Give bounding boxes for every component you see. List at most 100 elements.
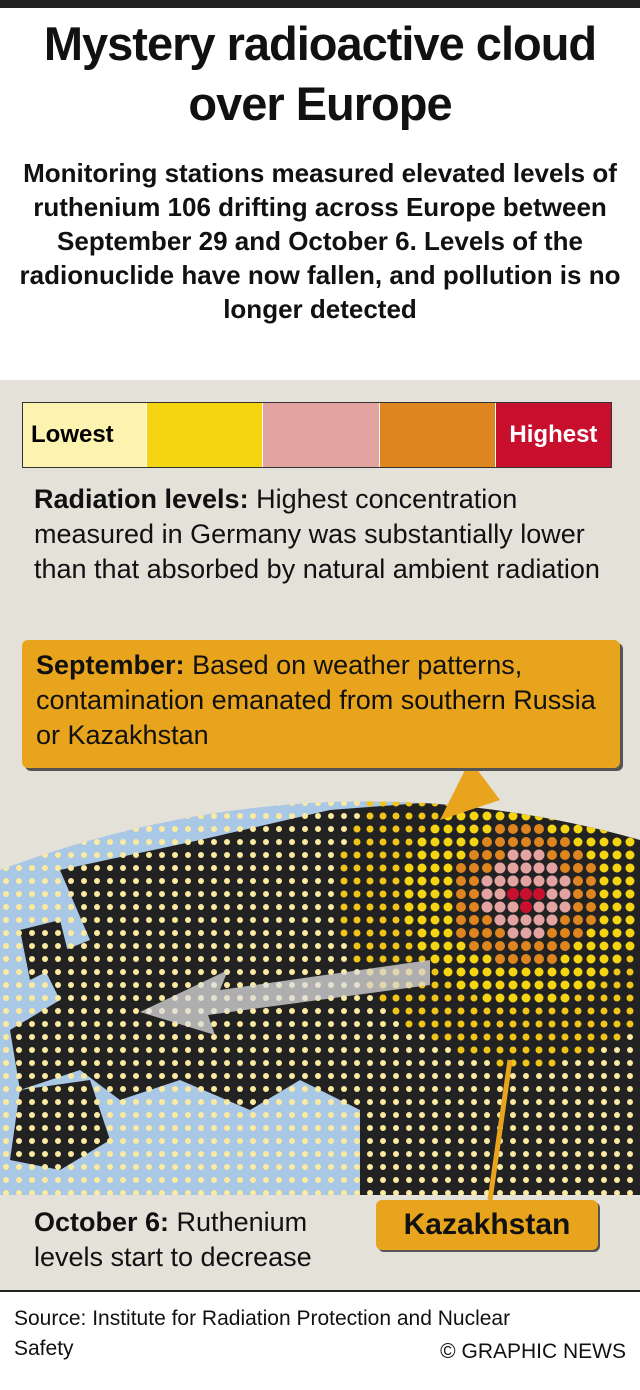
map-dot — [471, 1112, 477, 1118]
map-dot — [172, 930, 178, 936]
map-dot — [55, 1164, 61, 1170]
map-dot — [250, 878, 256, 884]
map-dot — [42, 1073, 48, 1079]
map-dot — [185, 930, 191, 936]
map-dot — [107, 1177, 113, 1183]
map-dot — [68, 865, 74, 871]
map-dot — [3, 943, 9, 949]
map-dot — [625, 915, 635, 925]
map-dot — [42, 852, 48, 858]
map-dot — [612, 824, 622, 834]
map-dot — [432, 1138, 438, 1144]
map-dot — [341, 956, 347, 962]
map-dot — [276, 1008, 282, 1014]
map-dot — [302, 1099, 308, 1105]
map-dot — [393, 1151, 399, 1157]
map-dot — [3, 1112, 9, 1118]
map-dot — [276, 865, 282, 871]
map-dot — [172, 891, 178, 897]
map-dot — [94, 1060, 100, 1066]
map-dot — [172, 904, 178, 910]
map-dot — [55, 982, 61, 988]
map-dot — [469, 980, 479, 990]
map-dot — [55, 904, 61, 910]
map-dot — [612, 915, 622, 925]
map-dot — [354, 1021, 360, 1027]
map-dot — [289, 878, 295, 884]
map-dot — [328, 852, 334, 858]
map-dot — [55, 1177, 61, 1183]
callout-pointer — [440, 760, 500, 820]
map-dot — [471, 1190, 477, 1195]
map-dot — [55, 801, 61, 806]
map-dot — [456, 967, 466, 977]
map-dot — [55, 865, 61, 871]
map-dot — [172, 1047, 178, 1053]
map-dot — [211, 787, 217, 793]
map-dot — [522, 1007, 530, 1015]
map-dot — [250, 1112, 256, 1118]
map-dot — [522, 1020, 530, 1028]
map-dot — [55, 943, 61, 949]
map-dot — [120, 1047, 126, 1053]
map-dot — [393, 1086, 399, 1092]
map-dot — [509, 1020, 517, 1028]
map-dot — [484, 1086, 490, 1092]
map-dot — [29, 801, 35, 806]
map-dot — [198, 1060, 204, 1066]
map-dot — [430, 902, 440, 912]
map-dot — [613, 1020, 621, 1028]
map-dot — [507, 849, 519, 861]
map-dot — [458, 1177, 464, 1183]
map-dot — [354, 1034, 360, 1040]
map-dot — [68, 891, 74, 897]
map-dot — [535, 1020, 543, 1028]
september-callout: September: Based on weather patterns, co… — [22, 640, 620, 768]
map-dot — [353, 916, 361, 924]
map-dot — [289, 1112, 295, 1118]
map-dot — [133, 787, 139, 793]
map-dot — [599, 902, 609, 912]
map-dot — [405, 955, 413, 963]
map-dot — [198, 787, 204, 793]
map-dot — [562, 1138, 568, 1144]
map-dot — [315, 1047, 321, 1053]
map-dot — [159, 1164, 165, 1170]
map-dot — [29, 969, 35, 975]
map-dot — [366, 801, 374, 807]
map-dot — [484, 1164, 490, 1170]
map-dot — [367, 995, 373, 1001]
map-dot — [366, 916, 374, 924]
map-dot — [561, 1020, 569, 1028]
map-dot — [367, 1112, 373, 1118]
map-dot — [29, 865, 35, 871]
map-dot — [392, 838, 400, 846]
map-dot — [456, 889, 466, 899]
map-dot — [29, 1047, 35, 1053]
map-dot — [614, 1060, 620, 1066]
map-dot — [523, 1190, 529, 1195]
map-dot — [418, 825, 426, 833]
map-dot — [469, 889, 479, 899]
map-dot — [497, 1164, 503, 1170]
map-dot — [328, 904, 334, 910]
map-dot — [250, 1151, 256, 1157]
map-dot — [68, 1008, 74, 1014]
map-dot — [456, 915, 466, 925]
map-dot — [172, 1073, 178, 1079]
map-dot — [508, 967, 518, 977]
map-dot — [237, 1021, 243, 1027]
map-dot — [16, 1086, 22, 1092]
map-dot — [494, 875, 506, 887]
map-dot — [520, 849, 532, 861]
map-dot — [185, 878, 191, 884]
map-dot — [250, 943, 256, 949]
map-dot — [469, 967, 479, 977]
map-dot — [16, 1021, 22, 1027]
map-dot — [625, 837, 635, 847]
map-dot — [418, 955, 426, 963]
map-dot — [600, 994, 608, 1002]
map-dot — [94, 982, 100, 988]
map-dot — [133, 1021, 139, 1027]
map-dot — [328, 1086, 334, 1092]
